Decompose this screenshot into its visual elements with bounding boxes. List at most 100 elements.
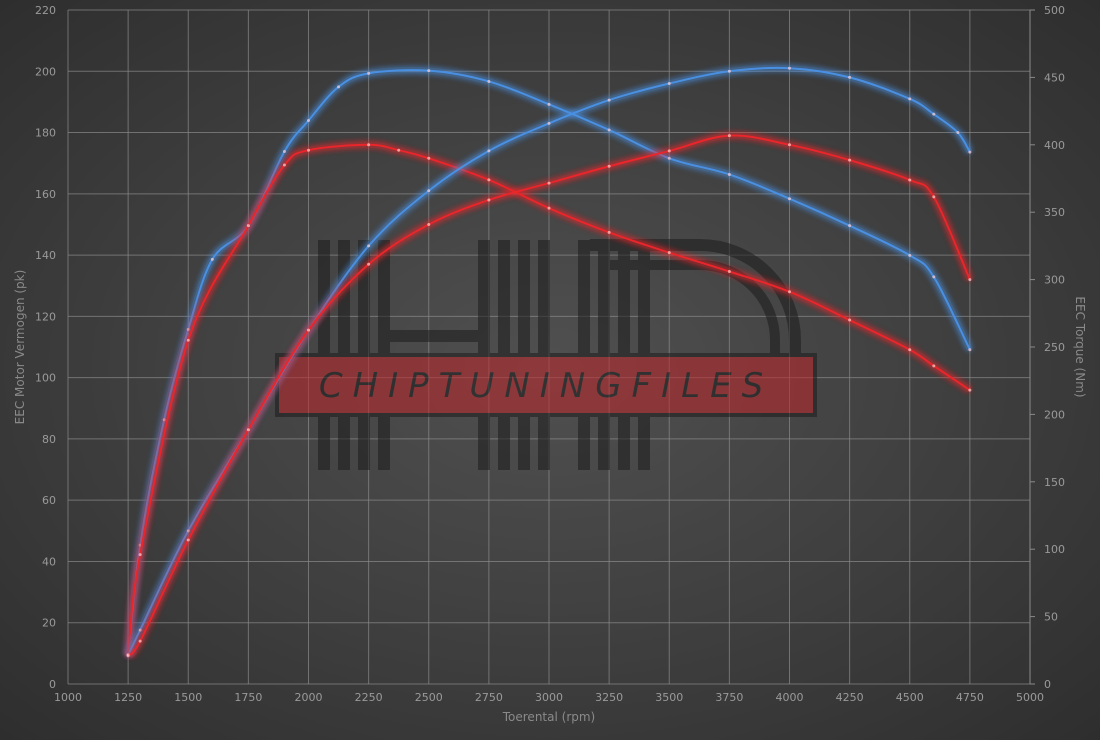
data-point [788,197,791,201]
data-point [138,628,142,632]
y-left-tick-label: 120 [35,310,56,323]
data-point [138,639,142,643]
data-point [788,290,791,294]
x-tick-label: 4250 [836,691,864,704]
data-point [487,149,491,153]
data-point [968,278,972,282]
data-point [427,189,431,193]
x-tick-label: 1500 [174,691,202,704]
x-tick-label: 2500 [415,691,443,704]
data-point [788,66,791,70]
data-point [908,178,912,182]
data-point [367,262,371,266]
data-point [908,253,912,257]
x-tick-label: 3750 [715,691,743,704]
data-point [487,79,491,83]
data-point [307,148,310,152]
x-tick-label: 2000 [295,691,323,704]
series-lines [125,64,973,658]
x-tick-label: 3000 [535,691,563,704]
data-point [908,97,912,101]
y-right-tick-label: 450 [1044,71,1065,84]
y-right-tick-label: 250 [1044,341,1065,354]
y-right-tick-label: 500 [1044,4,1065,17]
y-right-tick-label: 50 [1044,611,1058,624]
data-point [186,538,190,542]
x-tick-label: 4750 [956,691,984,704]
data-point [932,195,936,199]
y-left-tick-label: 80 [42,433,56,446]
data-point [547,206,551,210]
data-point [282,163,286,167]
data-point [307,328,310,332]
y-left-tick-label: 20 [42,617,56,630]
data-point [307,119,310,123]
data-point [367,71,371,75]
data-point [848,158,852,162]
x-tick-label: 1000 [54,691,82,704]
data-point [727,270,731,274]
x-tick-label: 4000 [776,691,804,704]
data-point [427,156,431,160]
y-left-tick-label: 220 [35,4,56,17]
data-point [848,318,852,322]
data-point [932,275,936,279]
data-point [968,150,972,154]
y-left-tick-label: 140 [35,249,56,262]
x-tick-label: 2250 [355,691,383,704]
data-point [727,134,731,138]
x-tick-label: 3250 [595,691,623,704]
x-tick-label: 4500 [896,691,924,704]
data-point [367,143,371,147]
data-point [367,244,371,248]
y-right-tick-label: 300 [1044,274,1065,287]
data-point [968,388,972,392]
data-point [186,338,190,342]
watermark-text: CHIPTUNINGFILES [319,366,773,406]
data-point [727,69,731,73]
y-right-tick-label: 350 [1044,206,1065,219]
data-point [788,143,791,147]
y-left-tick-label: 160 [35,188,56,201]
y-axis-left-label: EEC Motor Vermogen (pk) [13,270,27,425]
data-point [667,251,671,255]
y-axis-right-label: EEC Torque (Nm) [1073,296,1087,397]
y-left-tick-label: 40 [42,555,56,568]
y-left-tick-label: 200 [35,65,56,78]
y-right-tick-label: 100 [1044,543,1065,556]
data-point [547,121,551,125]
series-line-4 [127,134,971,656]
data-point [337,85,341,89]
data-point [427,69,431,73]
series-line-2 [127,143,971,656]
data-point [607,98,611,102]
x-axis-label: Toerental (rpm) [502,710,595,724]
y-right-tick-label: 400 [1044,139,1065,152]
data-point [956,131,960,135]
x-tick-label: 2750 [475,691,503,704]
data-point [487,198,491,202]
axes: 1000 1250 1500 1750 2000 2250 2500 2750 3000 3250… [35,4,1065,704]
data-point [210,257,214,261]
data-point [848,75,852,79]
x-tick-label: 5000 [1016,691,1044,704]
data-point [968,348,972,352]
watermark-logo: CHIPTUNINGFILES [275,239,817,470]
data-point [126,653,130,657]
data-point [908,348,912,352]
series-line-1 [127,69,971,656]
y-left-tick-label: 0 [49,678,56,691]
x-tick-label: 3500 [655,691,683,704]
data-point [667,156,671,160]
y-left-tick-label: 100 [35,372,56,385]
data-point [186,529,190,533]
data-point [932,364,936,368]
data-point [607,230,611,234]
data-point [282,150,286,154]
y-left-tick-label: 180 [35,127,56,140]
data-point [547,181,551,185]
data-point [427,222,431,226]
data-point [607,164,611,168]
